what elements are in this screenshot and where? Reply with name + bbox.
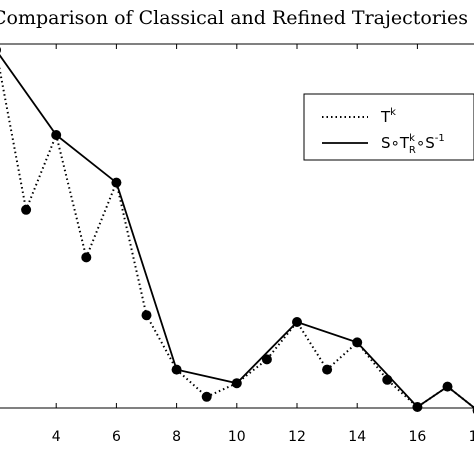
data-point-marker	[111, 177, 122, 188]
data-point-marker	[412, 402, 423, 412]
legend-label-series-2-sub: R	[409, 145, 416, 156]
data-point-marker	[51, 130, 62, 140]
x-tick-label: 14	[348, 429, 366, 445]
x-tick-label: 18	[469, 429, 474, 445]
legend-label-series-2-part2: ∘S	[416, 134, 435, 152]
data-point-marker	[0, 47, 1, 53]
legend-label-series-1-sup: k	[390, 107, 396, 118]
legend-label-series-2-part1: S∘T	[381, 134, 410, 152]
legend-label-series-2-sup2: -1	[435, 133, 445, 144]
x-tick-label: 10	[228, 429, 246, 445]
series-line-solid	[0, 54, 474, 409]
legend: Tk S∘Tk R∘S-1	[303, 93, 474, 161]
legend-label-series-2-sup: k	[409, 133, 415, 144]
legend-box	[303, 93, 474, 161]
chart-title: Comparison of Classical and Refined Traj…	[0, 7, 468, 29]
series-lines	[0, 54, 474, 409]
data-point-marker	[322, 364, 333, 375]
data-point-marker	[81, 252, 92, 263]
x-tick-label: 12	[288, 429, 306, 445]
data-point-marker	[292, 317, 302, 327]
data-point-marker	[231, 378, 242, 389]
x-tick-label: 8	[172, 429, 181, 445]
legend-label-series-1: Tk	[380, 107, 396, 126]
legend-label-series-2: S∘Tk R∘S-1	[381, 133, 445, 156]
data-point-marker	[201, 391, 212, 402]
data-point-marker	[382, 374, 393, 385]
data-point-marker	[21, 204, 32, 215]
x-tick-label: 4	[52, 429, 61, 445]
data-point-marker	[442, 381, 453, 392]
data-point-marker	[352, 337, 363, 348]
legend-label-series-1-base: T	[380, 108, 391, 126]
x-axis: 4 6 8 10 12 14 16 18	[52, 44, 474, 445]
data-point-marker	[171, 364, 182, 375]
data-point-marker	[261, 354, 272, 365]
x-tick-label: 6	[112, 429, 121, 445]
x-tick-label: 16	[408, 429, 426, 445]
data-point-marker	[141, 310, 152, 321]
series-markers	[0, 47, 474, 414]
